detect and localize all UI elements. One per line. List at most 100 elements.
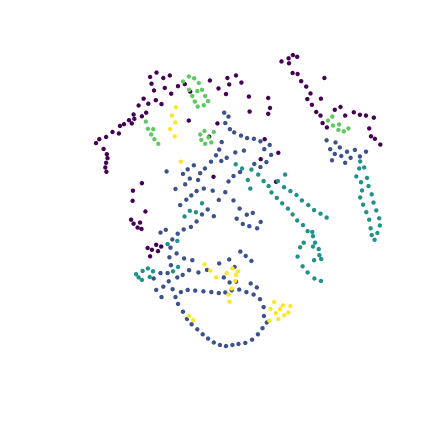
scatter-point xyxy=(185,287,190,293)
scatter-point xyxy=(170,287,175,292)
scatter-point xyxy=(337,145,342,150)
scatter-point xyxy=(159,244,164,249)
scatter-point xyxy=(254,226,260,231)
scatter-point xyxy=(173,186,178,192)
scatter-point xyxy=(131,221,136,226)
scatter-point xyxy=(151,127,156,132)
scatter-point xyxy=(333,140,338,145)
scatter-point xyxy=(286,61,292,66)
scatter-point xyxy=(181,227,186,232)
scatter-point xyxy=(305,96,310,102)
scatter-point xyxy=(262,137,267,142)
scatter-point xyxy=(192,99,197,104)
scatter-point xyxy=(330,114,335,119)
scatter-point xyxy=(215,121,220,126)
scatter-point xyxy=(330,123,336,128)
scatter-point xyxy=(244,289,249,295)
scatter-point xyxy=(348,155,353,160)
scatter-point xyxy=(156,141,161,146)
scatter-point xyxy=(311,207,317,213)
scatter-point xyxy=(226,292,231,297)
scatter-point xyxy=(222,110,227,115)
scatter-point xyxy=(144,110,149,115)
scatter-point xyxy=(258,219,263,225)
scatter-point xyxy=(244,135,250,141)
scatter-point xyxy=(143,119,148,124)
scatter-point xyxy=(130,188,136,193)
scatter-point xyxy=(266,111,271,117)
scatter-point xyxy=(369,192,374,197)
scatter-point xyxy=(276,316,281,322)
scatter-point xyxy=(146,101,151,106)
scatter-point xyxy=(217,342,223,348)
scatter-point xyxy=(211,214,216,219)
scatter-point xyxy=(319,256,324,262)
scatter-point xyxy=(190,258,195,263)
scatter-point xyxy=(170,269,176,274)
scatter-point xyxy=(155,249,161,254)
scatter-point xyxy=(147,254,153,259)
scatter-point xyxy=(175,264,181,270)
scatter-point xyxy=(300,222,306,228)
scatter-point xyxy=(174,251,179,256)
scatter-point xyxy=(169,91,174,96)
scatter-point xyxy=(227,299,232,304)
scatter-point xyxy=(202,166,208,171)
scatter-point xyxy=(195,327,200,332)
scatter-point xyxy=(329,158,335,163)
scatter-point xyxy=(216,197,221,203)
scatter-point xyxy=(139,114,145,119)
scatter-point xyxy=(352,147,358,153)
scatter-point xyxy=(255,332,261,337)
scatter-point xyxy=(318,211,323,216)
scatter-point xyxy=(269,190,274,195)
scatter-point xyxy=(346,126,351,131)
scatter-point xyxy=(186,74,191,79)
scatter-point xyxy=(180,79,186,84)
scatter-point xyxy=(372,136,378,141)
scatter-point xyxy=(130,198,135,203)
scatter-point xyxy=(170,237,175,242)
scatter-point xyxy=(226,114,231,119)
scatter-point xyxy=(153,98,158,103)
scatter-point xyxy=(194,188,199,194)
scatter-point xyxy=(167,255,172,260)
scatter-point xyxy=(105,156,110,161)
scatter-point xyxy=(129,121,134,126)
scatter-point xyxy=(103,134,109,140)
scatter-point xyxy=(147,274,152,280)
scatter-point xyxy=(173,294,178,300)
scatter-point xyxy=(198,132,203,137)
scatter-point xyxy=(223,91,229,97)
scatter-point xyxy=(178,289,184,295)
scatter-point xyxy=(211,340,216,345)
scatter-point xyxy=(250,210,255,216)
scatter-point xyxy=(306,202,311,208)
scatter-point xyxy=(305,229,310,234)
scatter-point xyxy=(187,208,192,213)
scatter-point xyxy=(227,82,232,87)
scatter-point xyxy=(166,279,171,284)
scatter-point xyxy=(246,94,252,99)
scatter-point xyxy=(249,167,254,172)
scatter-point xyxy=(230,342,235,348)
scatter-point xyxy=(211,129,216,135)
scatter-point xyxy=(371,200,376,205)
scatter-point xyxy=(230,266,235,271)
scatter-point xyxy=(286,310,291,315)
scatter-point xyxy=(185,167,190,172)
scatter-point xyxy=(232,278,238,284)
scatter-point xyxy=(251,292,256,297)
scatter-point xyxy=(162,85,167,91)
scatter-point xyxy=(297,245,303,250)
scatter-point xyxy=(249,258,254,264)
scatter-point xyxy=(236,341,241,347)
scatter-point xyxy=(288,188,293,194)
scatter-point xyxy=(182,214,187,219)
scatter-point xyxy=(367,217,372,222)
scatter-point xyxy=(354,174,359,179)
scatter-point xyxy=(139,181,145,186)
scatter-point xyxy=(193,288,198,293)
scatter-point xyxy=(213,153,219,158)
scatter-point xyxy=(358,159,363,164)
